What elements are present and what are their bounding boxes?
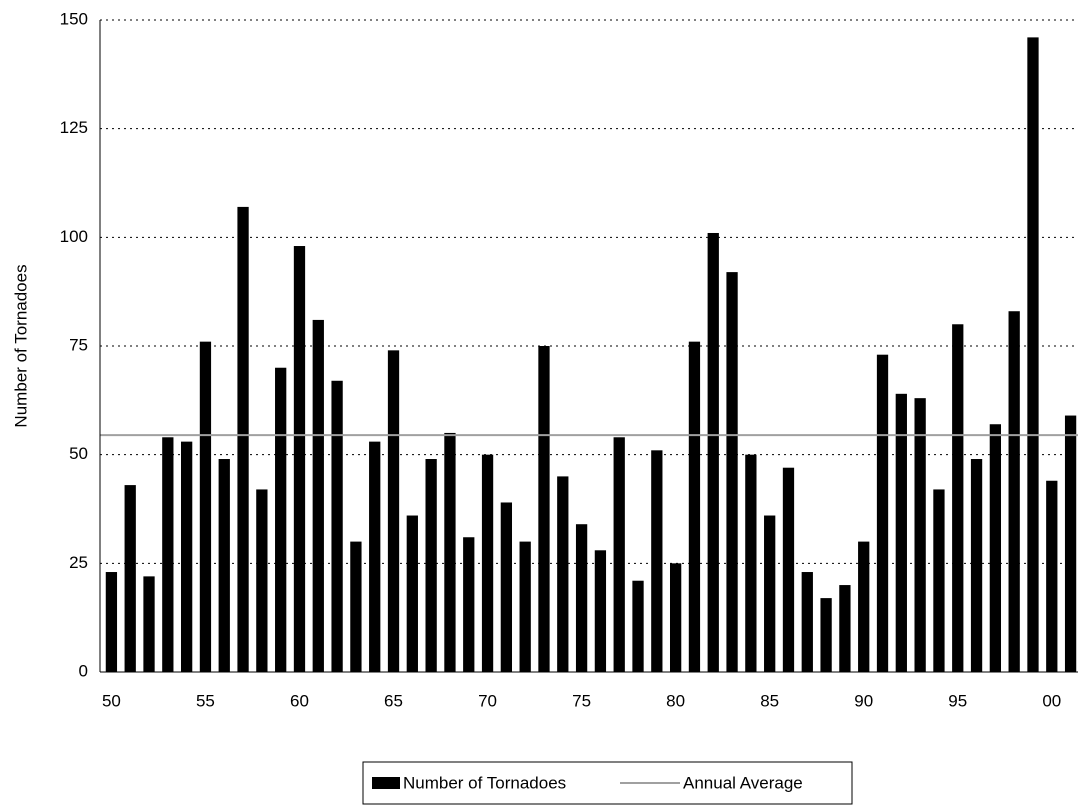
bar [387,350,400,672]
bar [688,341,701,672]
bar [425,459,437,672]
y-tick-label: 125 [60,118,88,137]
bar [463,537,475,672]
bar [162,437,174,672]
bar [237,206,249,672]
legend-swatch [372,777,400,789]
bar [707,232,719,672]
bar [218,459,230,672]
bar [613,437,625,672]
bar [764,515,776,672]
y-tick-label: 50 [69,444,88,463]
bar [726,272,738,672]
bar [895,393,907,672]
bar [970,459,983,672]
bar [914,398,926,672]
bar [632,580,644,672]
bar [1046,480,1058,672]
x-tick-label: 90 [854,691,873,710]
bar [594,550,607,672]
bar [989,424,1002,672]
bar [275,367,287,672]
bar [519,541,531,672]
x-tick-label: 80 [666,691,685,710]
bar [481,454,494,672]
bar [350,541,362,672]
bar [199,341,212,672]
bar [369,441,381,672]
bar [858,541,870,672]
bar [820,598,832,672]
x-tick-label: 70 [478,691,497,710]
legend-label: Annual Average [683,773,803,792]
bar [331,380,343,672]
bar [952,324,964,672]
bar [444,432,456,672]
bar [500,502,513,672]
bar [839,585,851,672]
y-tick-label: 0 [79,661,88,680]
bar [876,354,889,672]
bar [124,485,136,672]
legend [362,761,853,805]
y-tick-label: 100 [60,227,88,246]
bar [782,467,795,672]
bar [256,489,268,672]
bar [1064,415,1077,672]
x-tick-label: 55 [196,691,215,710]
x-tick-label: 60 [290,691,309,710]
bar [312,319,324,672]
y-tick-label: 75 [69,335,88,354]
x-tick-label: 85 [760,691,779,710]
y-tick-label: 25 [69,553,88,572]
bar [651,450,663,672]
bar [538,346,550,672]
bar [745,454,757,672]
bar [105,572,118,672]
bar [933,489,945,672]
bar [1008,311,1020,672]
x-tick-label: 95 [948,691,967,710]
x-tick-label: 75 [572,691,591,710]
bar [143,576,155,672]
bar [406,515,418,672]
legend-label: Number of Tornadoes [403,773,566,792]
bar [669,563,682,672]
x-tick-label: 00 [1042,691,1061,710]
x-tick-label: 65 [384,691,403,710]
bar [557,476,569,672]
bar [1027,37,1039,673]
bar [293,246,306,672]
x-tick-label: 50 [102,691,121,710]
bar [180,441,193,672]
bar [575,524,588,672]
bar [801,572,813,672]
y-tick-label: 150 [60,9,88,28]
y-axis-label: Number of Tornadoes [11,264,30,427]
